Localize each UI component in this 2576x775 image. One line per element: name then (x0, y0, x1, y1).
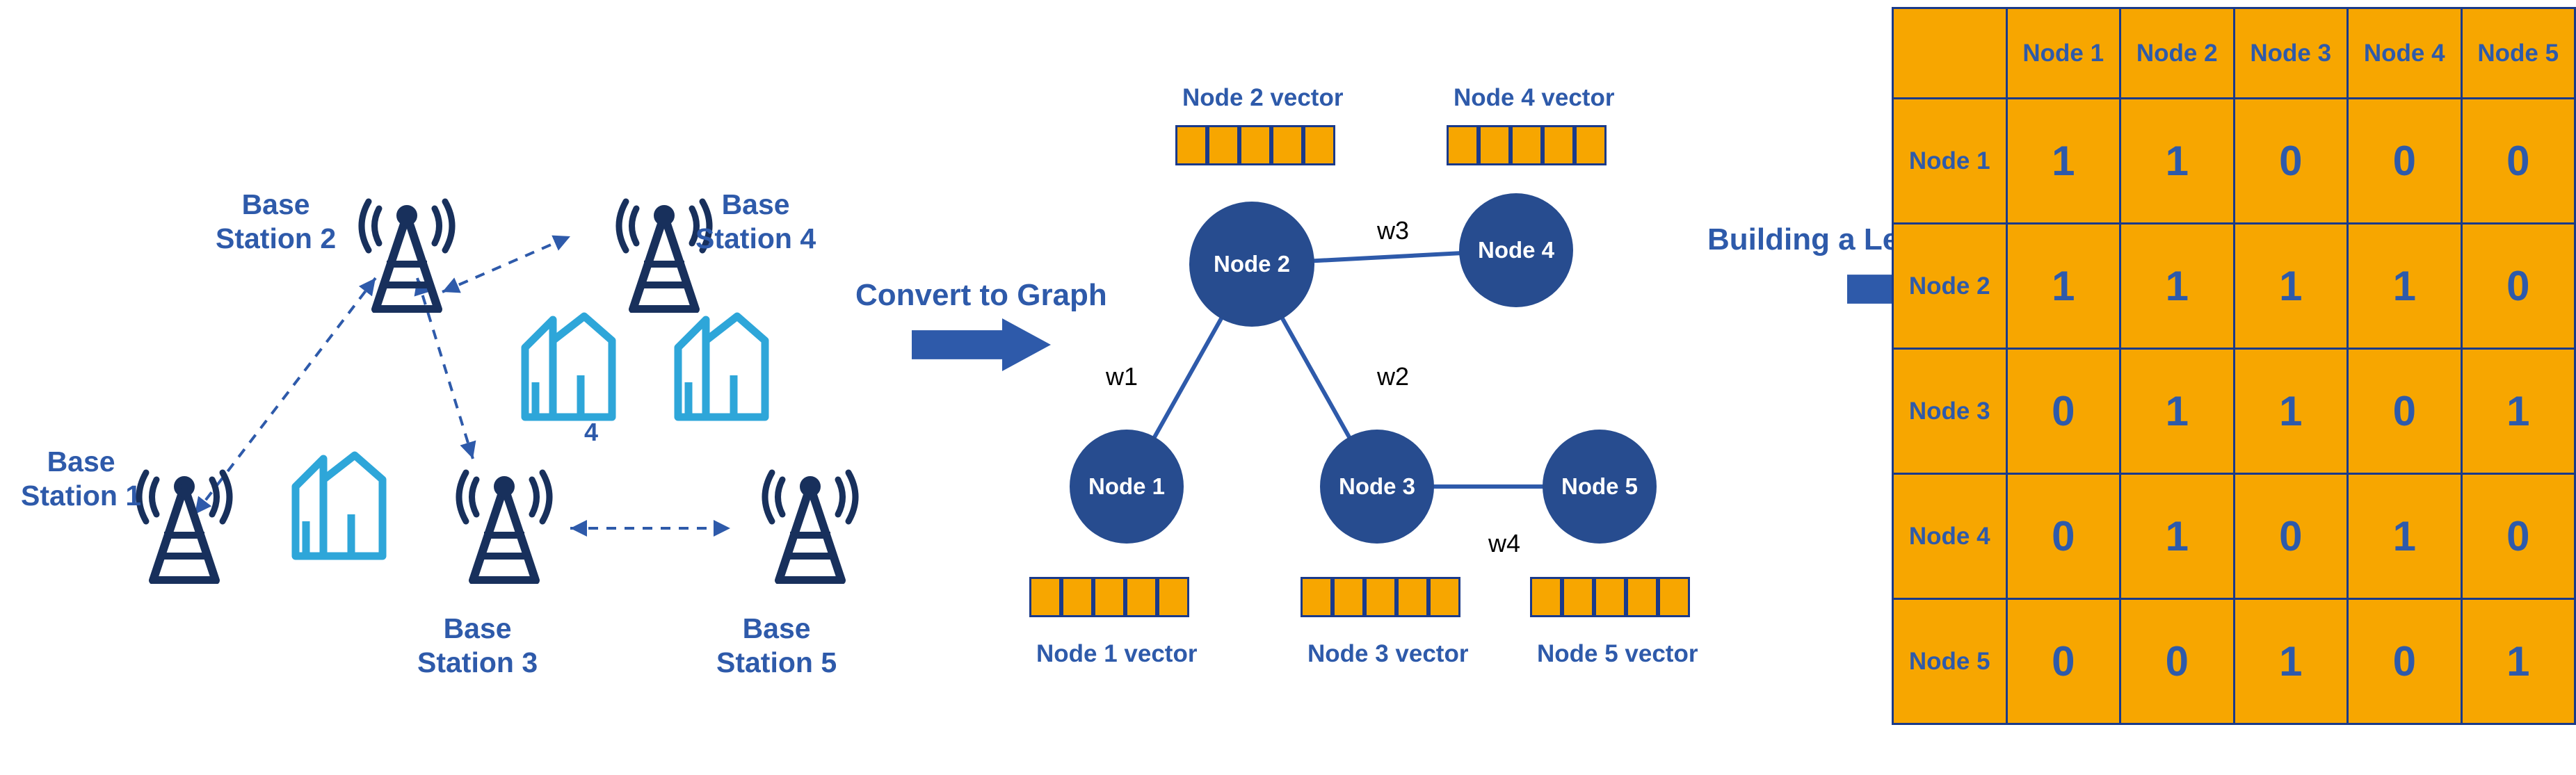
vector-cell (1301, 577, 1333, 617)
vector-cell (1479, 125, 1511, 165)
vector-cell (1125, 577, 1157, 617)
edge-label-w3: w3 (1377, 215, 1409, 245)
matrix-cell: 0 (2348, 599, 2462, 724)
matrix-cell: 1 (2348, 224, 2462, 349)
vector-cell (1157, 577, 1189, 617)
matrix-row-header: Node 2 (1893, 224, 2007, 349)
vector-cell (1626, 577, 1658, 617)
vector-cell (1029, 577, 1061, 617)
leadership-matrix: Node 1Node 2Node 3Node 4Node 5Node 11100… (1892, 7, 2576, 725)
matrix-cell: 0 (2006, 349, 2120, 474)
vector-cell (1428, 577, 1460, 617)
vector-cell (1061, 577, 1093, 617)
matrix-row-header: Node 1 (1893, 99, 2007, 224)
matrix-cell: 0 (2461, 474, 2575, 599)
matrix-cell: 0 (2461, 99, 2575, 224)
graph-node-n5: Node 5 (1543, 430, 1657, 544)
vector-strip-n1 (1029, 577, 1189, 617)
vector-label-n2: Node 2 vector (1182, 83, 1343, 113)
matrix-cell: 1 (2461, 349, 2575, 474)
vector-strip-n3 (1301, 577, 1460, 617)
matrix-col-header: Node 2 (2120, 8, 2235, 99)
vector-label-n1: Node 1 vector (1036, 639, 1197, 669)
matrix-cell: 1 (2234, 599, 2348, 724)
matrix-cell: 0 (2120, 599, 2235, 724)
matrix-corner (1893, 8, 2007, 99)
matrix-col-header: Node 3 (2234, 8, 2348, 99)
matrix-cell: 0 (2234, 99, 2348, 224)
vector-label-n5: Node 5 vector (1537, 639, 1698, 669)
vector-strip-n4 (1447, 125, 1607, 165)
matrix-cell: 0 (2006, 599, 2120, 724)
matrix-row-header: Node 5 (1893, 599, 2007, 724)
vector-strip-n2 (1175, 125, 1335, 165)
graph-node-n4: Node 4 (1459, 193, 1573, 307)
panel-graph: Node 1Node 2Node 3 Node 4 Node 5 Node 2 ve… (0, 0, 1739, 695)
matrix-cell: 1 (2006, 99, 2120, 224)
matrix-cell: 0 (2234, 474, 2348, 599)
matrix-cell: 1 (2120, 474, 2235, 599)
vector-cell (1271, 125, 1303, 165)
vector-cell (1511, 125, 1543, 165)
edge-label-w4: w4 (1488, 528, 1520, 558)
vector-cell (1239, 125, 1271, 165)
matrix-cell: 1 (2120, 349, 2235, 474)
matrix-cell: 1 (2006, 224, 2120, 349)
matrix-row-header: Node 4 (1893, 474, 2007, 599)
vector-cell (1447, 125, 1479, 165)
matrix-cell: 1 (2461, 599, 2575, 724)
vector-cell (1658, 577, 1690, 617)
graph-node-n1: Node 1 (1070, 430, 1184, 544)
matrix-cell: 1 (2234, 349, 2348, 474)
vector-cell (1093, 577, 1125, 617)
vector-cell (1175, 125, 1207, 165)
matrix-cell: 1 (2234, 224, 2348, 349)
matrix-cell: 1 (2348, 474, 2462, 599)
edge-label-w2: w2 (1377, 361, 1409, 391)
matrix-col-header: Node 1 (2006, 8, 2120, 99)
vector-label-n3: Node 3 vector (1307, 639, 1468, 669)
vector-cell (1303, 125, 1335, 165)
graph-node-n2: Node 2 (1189, 202, 1314, 327)
vector-cell (1396, 577, 1428, 617)
matrix-row-header: Node 3 (1893, 349, 2007, 474)
vector-label-n4: Node 4 vector (1454, 83, 1614, 113)
matrix-cell: 0 (2006, 474, 2120, 599)
matrix-cell: 0 (2348, 349, 2462, 474)
vector-strip-n5 (1530, 577, 1690, 617)
vector-cell (1575, 125, 1607, 165)
matrix-cell: 0 (2461, 224, 2575, 349)
vector-cell (1543, 125, 1575, 165)
vector-cell (1594, 577, 1626, 617)
matrix-col-header: Node 5 (2461, 8, 2575, 99)
matrix-col-header: Node 4 (2348, 8, 2462, 99)
graph-node-n3: Node 3 (1320, 430, 1434, 544)
vector-cell (1207, 125, 1239, 165)
matrix-cell: 1 (2120, 99, 2235, 224)
edge-label-w1: w1 (1106, 361, 1138, 391)
matrix-cell: 1 (2120, 224, 2235, 349)
vector-cell (1333, 577, 1365, 617)
vector-cell (1530, 577, 1562, 617)
matrix-cell: 0 (2348, 99, 2462, 224)
vector-cell (1365, 577, 1396, 617)
vector-cell (1562, 577, 1594, 617)
